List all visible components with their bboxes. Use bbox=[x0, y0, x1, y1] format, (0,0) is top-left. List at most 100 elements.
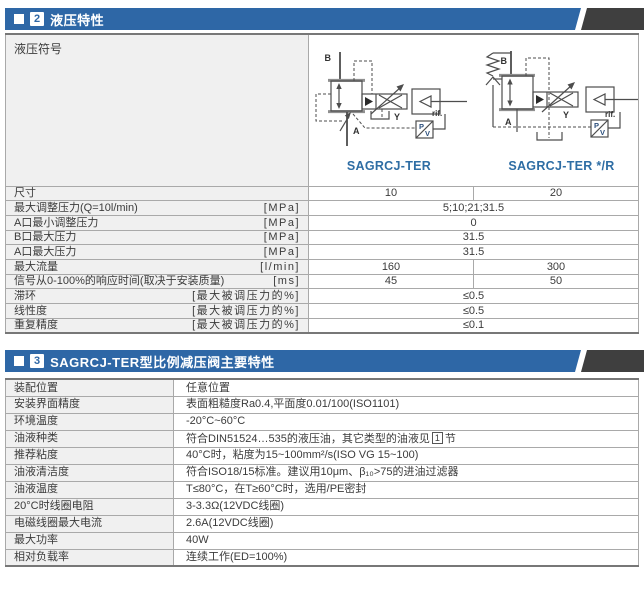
port-a-label: A bbox=[353, 126, 360, 136]
hydraulic-symbol-label: 液压符号 bbox=[5, 33, 309, 187]
table-row: A口最小调整压力 [MPa] 0 bbox=[5, 214, 639, 231]
row-unit: [ms] bbox=[273, 275, 300, 288]
section-3-header-content: 3 SAGRCJ-TER型比例减压阀主要特性 bbox=[5, 350, 644, 372]
table-row: 油液温度 T≤80°C，在T≥60°C时，选用/PE密封 bbox=[5, 480, 639, 499]
row-value: 5;10;21;31.5 bbox=[308, 200, 639, 216]
row-label: 最大功率 bbox=[5, 531, 174, 550]
table-row: 推荐粘度 40°C时，粘度为15~100mm²/s(ISO VG 15~100) bbox=[5, 446, 639, 465]
bullet-square-icon bbox=[14, 356, 24, 366]
row-label: 信号从0-100%的响应时间(取决于安装质量) bbox=[14, 275, 225, 288]
section-3-header: 3 SAGRCJ-TER型比例减压阀主要特性 bbox=[5, 350, 644, 372]
row-value-size10: 45 bbox=[308, 273, 474, 290]
hydraulic-schematic-icon: B bbox=[315, 52, 467, 146]
row-value: -20°C~60°C bbox=[173, 412, 639, 431]
row-value: 31.5 bbox=[308, 229, 639, 246]
hydraulic-characteristics-table: 液压符号 B bbox=[5, 33, 639, 334]
v-label: V bbox=[425, 129, 430, 138]
row-label: 重复精度 bbox=[14, 319, 58, 332]
diagram-caption: SAGRCJ-TER bbox=[346, 159, 432, 173]
row-label: A口最大压力 bbox=[14, 246, 77, 259]
row-value: 符合DIN51524…535的液压油，其它类型的油液见 1 节 bbox=[173, 429, 639, 448]
section-title: 液压特性 bbox=[50, 12, 105, 28]
table-row: 相对负载率 连续工作(ED=100%) bbox=[5, 548, 639, 567]
table-row: 信号从0-100%的响应时间(取决于安装质量) [ms] 45 50 bbox=[5, 273, 639, 290]
row-value: 40W bbox=[173, 531, 639, 550]
row-label: 电磁线圈最大电流 bbox=[5, 514, 174, 533]
port-b-label: B bbox=[501, 56, 508, 66]
header-bar-dark bbox=[581, 350, 644, 372]
table-row: A口最大压力 [MPa] 31.5 bbox=[5, 244, 639, 260]
row-unit: [MPa] bbox=[263, 231, 300, 244]
row-value-size20: 50 bbox=[473, 273, 639, 290]
row-unit: [最大被调压力的%] bbox=[192, 290, 300, 303]
row-value: 连续工作(ED=100%) bbox=[173, 548, 639, 567]
row-unit: [l/min] bbox=[260, 260, 300, 273]
rif-label: rif. bbox=[432, 109, 442, 118]
row-label: 线性度 bbox=[14, 304, 47, 317]
hydraulic-symbol-diagrams: B bbox=[308, 33, 639, 187]
bullet-square-icon bbox=[14, 14, 24, 24]
hydraulic-schematic-icon: B bbox=[485, 51, 638, 141]
table-row: 电磁线圈最大电流 2.6A(12VDC线圈) bbox=[5, 514, 639, 533]
row-label-cell: 尺寸 bbox=[5, 185, 309, 202]
table-row: 油液种类 符合DIN51524…535的液压油，其它类型的油液见 1 节 bbox=[5, 429, 639, 448]
row-value: 0 bbox=[308, 214, 639, 231]
row-value: ≤0.5 bbox=[308, 303, 639, 319]
row-label: 尺寸 bbox=[14, 187, 36, 200]
row-value-size10: 10 bbox=[308, 185, 474, 202]
table-row: 装配位置 任意位置 bbox=[5, 378, 639, 397]
section-ref-badge: 1 bbox=[431, 431, 443, 444]
row-label: 油液清洁度 bbox=[5, 463, 174, 482]
row-value-post: 节 bbox=[444, 432, 456, 445]
v-label: V bbox=[600, 128, 605, 137]
row-value: 31.5 bbox=[308, 244, 639, 260]
table-row: 安装界面精度 表面粗糙度Ra0.4,平面度0.01/100(ISO1101) bbox=[5, 395, 639, 414]
row-value: 符合ISO18/15标准。建议用10μm、β₁₀>75的进油过滤器 bbox=[173, 463, 639, 482]
diagram-caption: SAGRCJ-TER */R bbox=[508, 159, 615, 173]
table-row: 液压符号 B bbox=[5, 33, 639, 187]
row-value-size20: 20 bbox=[473, 185, 639, 202]
port-b-label: B bbox=[325, 53, 332, 63]
table-row: 最大调整压力(Q=10l/min) [MPa] 5;10;21;31.5 bbox=[5, 200, 639, 216]
row-unit: [MPa] bbox=[263, 216, 300, 229]
row-value-pre: 符合DIN51524…535的液压油，其它类型的油液见 bbox=[186, 432, 430, 445]
row-label-cell: 重复精度 [最大被调压力的%] bbox=[5, 317, 309, 334]
row-value-size10: 160 bbox=[308, 258, 474, 275]
table-row: 最大流量 [l/min] 160 300 bbox=[5, 258, 639, 275]
header-bar-blue bbox=[5, 8, 581, 30]
table-row: 20°C时线圈电阻 3-3.3Ω(12VDC线圈) bbox=[5, 497, 639, 516]
row-label: 相对负载率 bbox=[5, 548, 174, 567]
row-label-cell: 滞环 [最大被调压力的%] bbox=[5, 288, 309, 304]
row-label: 推荐粘度 bbox=[5, 446, 174, 465]
row-value: 3-3.3Ω(12VDC线圈) bbox=[173, 497, 639, 516]
table-row: 环境温度 -20°C~60°C bbox=[5, 412, 639, 431]
table-row: 滞环 [最大被调压力的%] ≤0.5 bbox=[5, 288, 639, 304]
port-y-label: Y bbox=[563, 110, 569, 120]
section-2-header: 2 液压特性 bbox=[5, 8, 644, 30]
row-label: 最大调整压力(Q=10l/min) bbox=[14, 201, 138, 214]
row-value: 2.6A(12VDC线圈) bbox=[173, 514, 639, 533]
row-value: 表面粗糙度Ra0.4,平面度0.01/100(ISO1101) bbox=[173, 395, 639, 414]
header-bar-dark bbox=[581, 8, 644, 30]
row-label-cell: B口最大压力 [MPa] bbox=[5, 229, 309, 246]
sagrcj-ter-r-diagram: B bbox=[469, 35, 638, 174]
row-value: T≤80°C，在T≥60°C时，选用/PE密封 bbox=[173, 480, 639, 499]
row-value: ≤0.5 bbox=[308, 288, 639, 304]
row-label: 装配位置 bbox=[5, 378, 174, 397]
section-2-header-content: 2 液压特性 bbox=[5, 8, 644, 30]
row-label-cell: 最大调整压力(Q=10l/min) [MPa] bbox=[5, 200, 309, 216]
row-unit: [最大被调压力的%] bbox=[192, 304, 300, 317]
table-row: 重复精度 [最大被调压力的%] ≤0.1 bbox=[5, 317, 639, 334]
row-label: 油液种类 bbox=[5, 429, 174, 448]
row-label: 环境温度 bbox=[5, 412, 174, 431]
table-row: 线性度 [最大被调压力的%] ≤0.5 bbox=[5, 303, 639, 319]
row-label: 安装界面精度 bbox=[5, 395, 174, 414]
row-label: 油液温度 bbox=[5, 480, 174, 499]
row-label: 最大流量 bbox=[14, 260, 58, 273]
row-value: 40°C时，粘度为15~100mm²/s(ISO VG 15~100) bbox=[173, 446, 639, 465]
row-value: 任意位置 bbox=[173, 378, 639, 397]
p-label: P bbox=[419, 122, 424, 131]
port-a-label: A bbox=[505, 117, 512, 127]
row-label-cell: 信号从0-100%的响应时间(取决于安装质量) [ms] bbox=[5, 273, 309, 290]
